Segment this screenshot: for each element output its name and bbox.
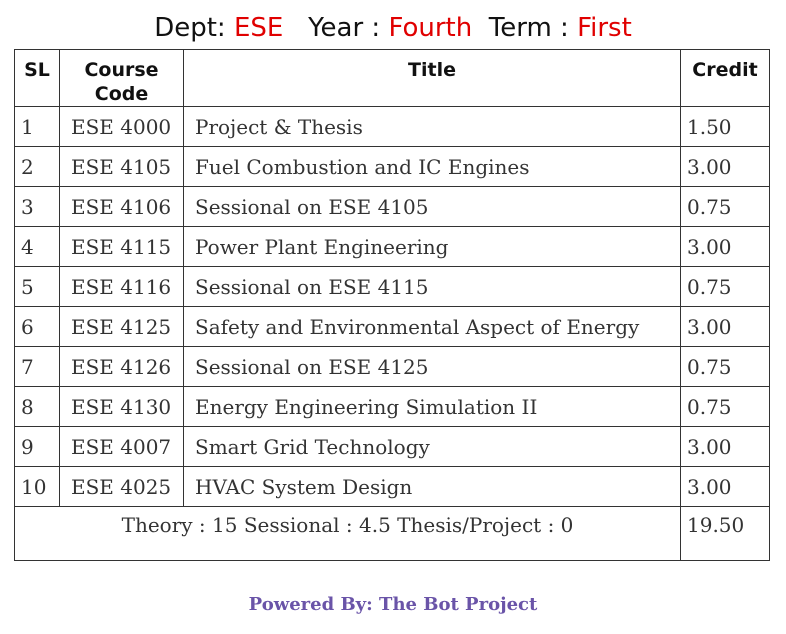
row-course-code: ESE 4105 bbox=[59, 146, 184, 187]
row-credit: 0.75 bbox=[680, 386, 770, 427]
table-row: 9 ESE 4007 Smart Grid Technology 3.00 bbox=[14, 426, 770, 467]
credit-summary: Theory : 15 Sessional : 4.5 Thesis/Proje… bbox=[14, 506, 681, 561]
year-label: Year : bbox=[308, 13, 381, 43]
thesis-total: Thesis/Project : 0 bbox=[397, 513, 574, 537]
row-title: Smart Grid Technology bbox=[183, 426, 681, 467]
row-title: Fuel Combustion and IC Engines bbox=[183, 146, 681, 187]
table-row: 3 ESE 4106 Sessional on ESE 4105 0.75 bbox=[14, 186, 770, 227]
table-row: 7 ESE 4126 Sessional on ESE 4125 0.75 bbox=[14, 346, 770, 387]
row-title: Safety and Environmental Aspect of Energ… bbox=[183, 306, 681, 347]
row-title: Sessional on ESE 4105 bbox=[183, 186, 681, 227]
dept-label: Dept: bbox=[154, 13, 226, 43]
row-course-code: ESE 4125 bbox=[59, 306, 184, 347]
row-sl: 4 bbox=[14, 226, 60, 267]
row-sl: 7 bbox=[14, 346, 60, 387]
column-header-credit: Credit bbox=[680, 49, 770, 107]
total-credit: 19.50 bbox=[680, 506, 770, 561]
table-row: 5 ESE 4116 Sessional on ESE 4115 0.75 bbox=[14, 266, 770, 307]
row-credit: 3.00 bbox=[680, 466, 770, 507]
row-title: Power Plant Engineering bbox=[183, 226, 681, 267]
column-header-sl: SL bbox=[14, 49, 60, 107]
row-title: Project & Thesis bbox=[183, 106, 681, 147]
row-credit: 0.75 bbox=[680, 186, 770, 227]
powered-by-footer: Powered By: The Bot Project bbox=[248, 594, 538, 615]
course-code-header-line2: Code bbox=[94, 83, 149, 105]
row-credit: 3.00 bbox=[680, 426, 770, 467]
term-label: Term : bbox=[488, 13, 569, 43]
theory-total: Theory : 15 bbox=[121, 513, 238, 537]
row-title: Energy Engineering Simulation II bbox=[183, 386, 681, 427]
table-row: 8 ESE 4130 Energy Engineering Simulation… bbox=[14, 386, 770, 427]
row-credit: 3.00 bbox=[680, 306, 770, 347]
row-sl: 9 bbox=[14, 426, 60, 467]
row-course-code: ESE 4130 bbox=[59, 386, 184, 427]
table-row: 2 ESE 4105 Fuel Combustion and IC Engine… bbox=[14, 146, 770, 187]
sessional-total: Sessional : 4.5 bbox=[243, 513, 391, 537]
row-credit: 3.00 bbox=[680, 146, 770, 187]
table-row: 10 ESE 4025 HVAC System Design 3.00 bbox=[14, 466, 770, 507]
row-credit: 0.75 bbox=[680, 266, 770, 307]
row-course-code: ESE 4115 bbox=[59, 226, 184, 267]
page-heading: Dept: ESE Year : Fourth Term : First bbox=[0, 10, 786, 46]
row-course-code: ESE 4000 bbox=[59, 106, 184, 147]
year-value: Fourth bbox=[388, 13, 473, 43]
table-row: 6 ESE 4125 Safety and Environmental Aspe… bbox=[14, 306, 770, 347]
row-sl: 3 bbox=[14, 186, 60, 227]
table-header-row: SL Course Code Title Credit bbox=[14, 49, 770, 107]
row-title: Sessional on ESE 4115 bbox=[183, 266, 681, 307]
row-sl: 5 bbox=[14, 266, 60, 307]
row-sl: 2 bbox=[14, 146, 60, 187]
dept-value: ESE bbox=[233, 13, 284, 43]
course-code-header-line1: Course bbox=[84, 59, 159, 81]
row-title: HVAC System Design bbox=[183, 466, 681, 507]
row-credit: 3.00 bbox=[680, 226, 770, 267]
table-row: 1 ESE 4000 Project & Thesis 1.50 bbox=[14, 106, 770, 147]
row-credit: 0.75 bbox=[680, 346, 770, 387]
row-sl: 6 bbox=[14, 306, 60, 347]
summary-row: Theory : 15 Sessional : 4.5 Thesis/Proje… bbox=[14, 506, 770, 561]
row-course-code: ESE 4106 bbox=[59, 186, 184, 227]
table-row: 4 ESE 4115 Power Plant Engineering 3.00 bbox=[14, 226, 770, 267]
row-sl: 8 bbox=[14, 386, 60, 427]
row-course-code: ESE 4126 bbox=[59, 346, 184, 387]
column-header-course-code: Course Code bbox=[59, 49, 184, 107]
row-credit: 1.50 bbox=[680, 106, 770, 147]
column-header-title: Title bbox=[183, 49, 681, 107]
row-sl: 1 bbox=[14, 106, 60, 147]
row-course-code: ESE 4007 bbox=[59, 426, 184, 467]
row-sl: 10 bbox=[14, 466, 60, 507]
course-table: SL Course Code Title Credit 1 ESE 4000 Pr… bbox=[14, 49, 770, 561]
term-value: First bbox=[577, 13, 632, 43]
row-course-code: ESE 4116 bbox=[59, 266, 184, 307]
row-title: Sessional on ESE 4125 bbox=[183, 346, 681, 387]
row-course-code: ESE 4025 bbox=[59, 466, 184, 507]
